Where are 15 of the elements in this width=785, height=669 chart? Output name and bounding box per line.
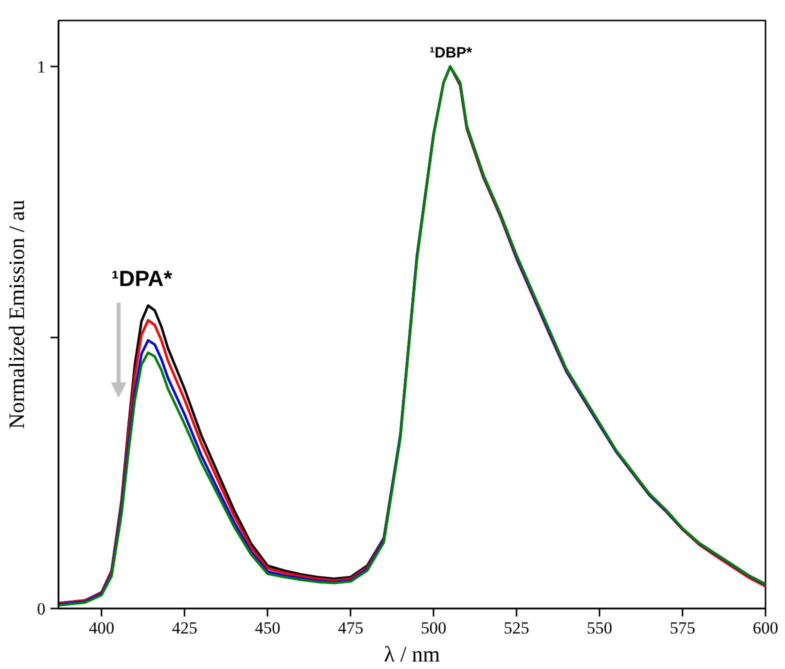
x-tick-label: 575: [670, 618, 696, 638]
y-tick-label: 0: [37, 600, 46, 618]
annotation: ¹DBP*: [430, 44, 472, 62]
x-tick-label: 500: [420, 618, 446, 638]
x-tick-label: 550: [586, 618, 612, 638]
x-axis-title: λ / nm: [384, 642, 440, 666]
x-tick-label: 425: [172, 618, 198, 638]
x-tick-label: 600: [752, 618, 778, 638]
y-axis-title: Normalized Emission / au: [4, 200, 29, 430]
annotation: ¹DPA*: [112, 266, 173, 291]
y-tick-label: 1: [37, 58, 46, 77]
x-tick-label: 525: [504, 618, 530, 638]
x-tick-label: 450: [254, 618, 280, 638]
x-tick-label: 400: [88, 618, 114, 638]
x-tick-label: 475: [338, 618, 364, 638]
